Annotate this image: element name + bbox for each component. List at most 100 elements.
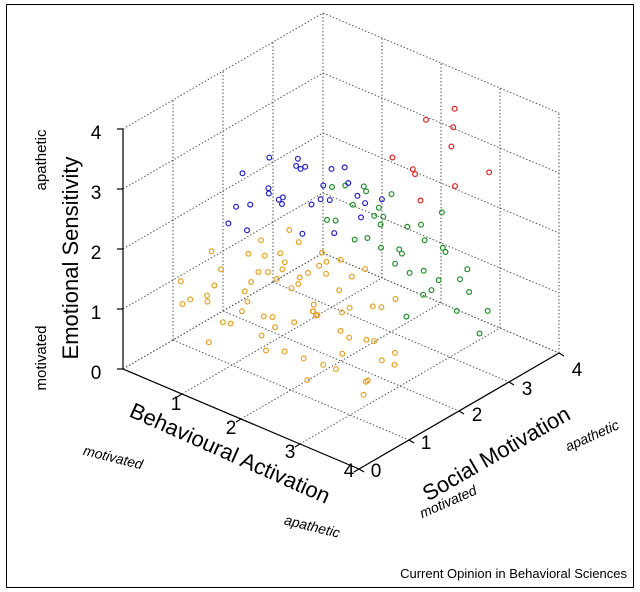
data-point: [245, 250, 252, 257]
x-tick-2: 2: [226, 418, 237, 439]
data-point: [439, 244, 446, 251]
z-tick-1: 1: [91, 303, 102, 324]
data-point: [423, 116, 430, 123]
y-tick-3: 3: [522, 379, 533, 400]
data-point: [331, 230, 338, 237]
data-point: [319, 249, 326, 256]
data-point: [362, 200, 369, 207]
data-point: [248, 279, 255, 286]
data-point: [457, 276, 464, 283]
grid-line: [322, 12, 560, 114]
data-point: [205, 339, 212, 346]
data-point: [241, 288, 248, 295]
data-point: [291, 319, 298, 326]
data-point: [264, 269, 271, 276]
data-point: [378, 196, 385, 203]
data-point: [314, 312, 321, 319]
data-point: [255, 269, 262, 276]
data-point: [326, 197, 333, 204]
x-axis-low-label: motivated: [82, 442, 146, 473]
data-point: [418, 221, 425, 228]
z-tick-4: 4: [91, 123, 102, 144]
data-point: [293, 162, 300, 169]
grid-line: [222, 310, 460, 412]
data-point: [420, 291, 427, 298]
data-point: [297, 165, 304, 172]
data-point: [239, 170, 246, 177]
data-point: [227, 320, 234, 327]
data-point: [486, 169, 493, 176]
figure-credit: Current Opinion in Behavioral Sciences: [400, 566, 627, 581]
y-tick-1: 1: [421, 433, 432, 454]
data-point: [406, 269, 413, 276]
data-point: [337, 327, 344, 334]
data-point: [324, 216, 331, 223]
data-point: [348, 273, 355, 280]
data-point: [391, 361, 398, 368]
data-point: [299, 230, 306, 237]
data-point: [389, 154, 396, 161]
figure-frame: [6, 4, 634, 588]
data-point: [288, 285, 295, 292]
data-point: [277, 250, 284, 257]
data-point: [258, 237, 265, 244]
grid-line: [122, 132, 324, 250]
y-tick-mark: [458, 410, 465, 415]
data-point: [421, 237, 428, 244]
data-point: [362, 378, 369, 385]
data-point: [309, 308, 316, 315]
z-tick-3: 3: [91, 183, 102, 204]
data-point: [466, 289, 473, 296]
data-point: [320, 182, 327, 189]
data-point: [329, 184, 336, 191]
data-point: [378, 304, 385, 311]
data-point: [233, 203, 240, 210]
data-point: [403, 313, 410, 320]
data-point: [261, 252, 268, 259]
x-tick-1: 1: [171, 394, 182, 415]
data-point: [274, 275, 281, 282]
data-point: [338, 309, 345, 316]
data-point: [179, 301, 186, 308]
grid-line: [299, 327, 501, 445]
data-point: [225, 220, 232, 227]
grid-line: [172, 339, 410, 441]
data-point: [360, 183, 367, 190]
y-axis-title: Social Motivation: [418, 401, 575, 506]
data-point: [363, 336, 370, 343]
data-point: [476, 330, 483, 337]
data-point: [392, 349, 399, 356]
data-point: [265, 185, 272, 192]
data-point: [362, 266, 369, 273]
data-point: [304, 377, 311, 384]
data-point: [279, 266, 286, 273]
data-point: [363, 188, 370, 195]
data-point: [388, 191, 395, 198]
data-point: [218, 266, 225, 273]
data-point: [187, 296, 194, 303]
data-point: [244, 298, 251, 305]
data-point: [346, 304, 353, 311]
y-tick-2: 2: [472, 405, 483, 426]
data-point: [428, 287, 435, 294]
data-point: [300, 355, 307, 362]
data-point: [332, 366, 339, 373]
data-point: [354, 192, 361, 199]
data-point: [204, 298, 211, 305]
data-point: [451, 105, 458, 112]
grid-line: [322, 192, 560, 294]
data-point: [204, 292, 211, 299]
data-point: [310, 301, 317, 308]
data-point: [279, 201, 286, 208]
data-point: [377, 221, 384, 228]
data-point: [304, 269, 311, 276]
data-point: [398, 250, 405, 257]
x-axis-high-label: apathetic: [283, 512, 342, 541]
z-tick-2: 2: [91, 243, 102, 264]
data-point: [450, 124, 457, 131]
data-point: [266, 154, 273, 161]
data-point: [281, 348, 288, 355]
data-point: [308, 201, 315, 208]
data-point: [448, 143, 455, 150]
